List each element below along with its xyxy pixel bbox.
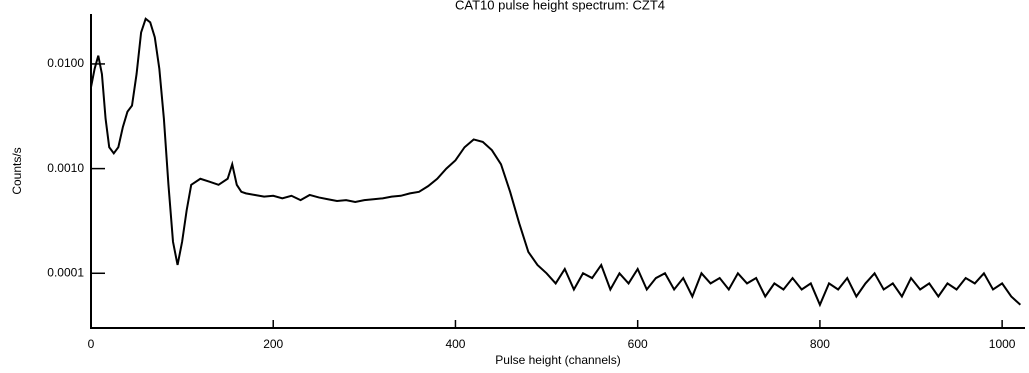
chart-title: CAT10 pulse height spectrum: CZT4 [455,0,665,12]
y-axis-label: Counts/s [10,147,24,194]
x-tick-label: 1000 [989,337,1016,351]
y-tick-label: 0.0100 [47,56,84,70]
x-axis-label: Pulse height (channels) [495,353,620,367]
spectrum-line [90,17,1022,308]
y-tick-label: 0.0010 [47,161,84,175]
x-tick-label: 400 [445,337,465,351]
x-tick-label: 0 [88,337,95,351]
x-tick-label: 800 [810,337,830,351]
x-tick-label: 200 [263,337,283,351]
y-tick-label: 0.0001 [47,265,84,279]
x-tick-label: 600 [628,337,648,351]
